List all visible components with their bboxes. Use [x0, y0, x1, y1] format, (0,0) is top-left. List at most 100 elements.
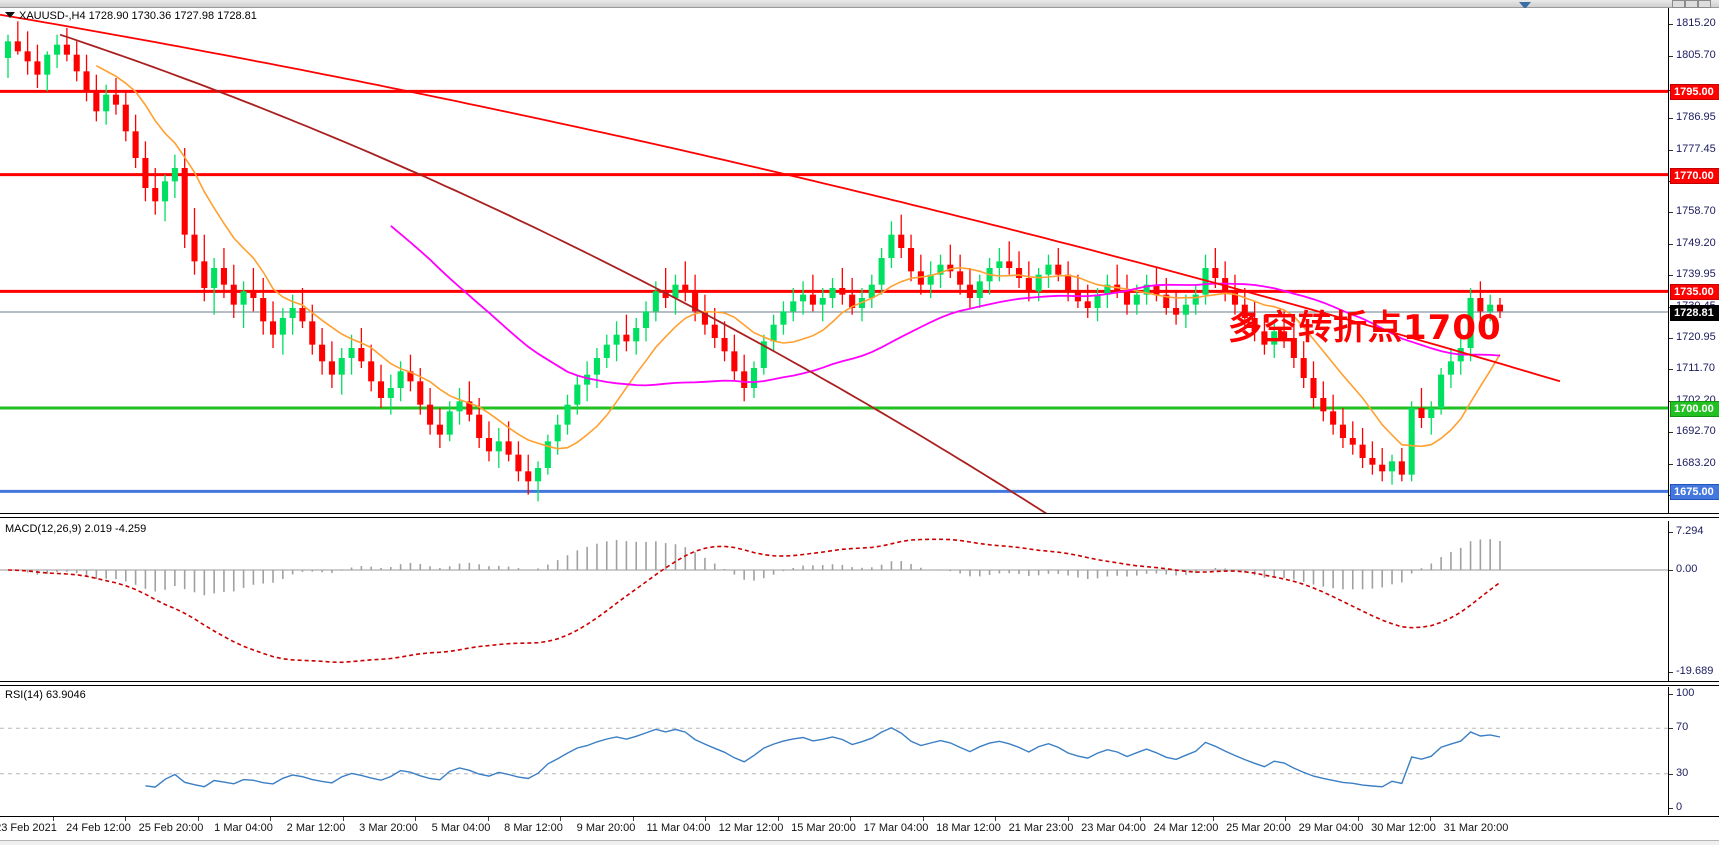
price-axis-label: 1683.20 [1676, 457, 1716, 469]
time-axis-label: 25 Feb 20:00 [138, 822, 204, 834]
bottom-scroll-strip[interactable] [0, 840, 1719, 845]
collapse-triangle-icon[interactable] [5, 12, 15, 18]
price-axis-label: 1749.20 [1676, 237, 1716, 249]
price-axis-tick [1669, 55, 1673, 57]
time-axis-tick [1285, 817, 1286, 821]
time-axis-label: 24 Mar 12:00 [1153, 822, 1219, 834]
time-axis-label: 21 Mar 23:00 [1008, 822, 1074, 834]
time-axis-tick [777, 817, 779, 821]
chevron-down-icon[interactable] [1519, 2, 1531, 9]
time-axis-tick [125, 817, 126, 821]
time-axis-label: 24 Feb 12:00 [66, 822, 131, 834]
rsi-axis-tick [1669, 773, 1673, 775]
macd-axis[interactable]: 7.294 0.00 -19.689 [1668, 521, 1719, 681]
time-axis-label: 23 Feb 2021 [0, 822, 57, 834]
time-axis-tick [270, 817, 271, 821]
time-axis-label: 18 Mar 12:00 [936, 822, 1001, 834]
price-axis-label: 1702.20 [1676, 393, 1716, 406]
time-axis-tick [52, 817, 54, 821]
macd-label: MACD(12,26,9) 2.019 -4.259 [5, 523, 147, 535]
price-axis-label: 1758.70 [1676, 205, 1716, 218]
pane-separator-2[interactable] [0, 681, 1719, 682]
price-axis-label: 1786.95 [1676, 111, 1716, 124]
time-axis-label: 2 Mar 12:00 [286, 822, 346, 834]
maximize-button[interactable] [1685, 0, 1698, 8]
time-axis-tick [922, 817, 924, 821]
time-axis-label: 25 Mar 20:00 [1226, 822, 1291, 834]
time-axis-tick [1140, 817, 1141, 821]
time-axis-tick [850, 817, 851, 821]
price-axis-label: 1711.70 [1676, 362, 1715, 374]
time-axis-label: 31 Mar 20:00 [1443, 822, 1509, 834]
price-axis-tick [1669, 118, 1673, 120]
price-axis[interactable]: 1815.201805.701795.451786.951777.451768.… [1668, 8, 1719, 513]
rsi-canvas [0, 687, 1668, 815]
rsi-axis-label: 100 [1676, 687, 1695, 699]
price-axis-label: 1739.95 [1676, 267, 1716, 280]
time-axis-tick [342, 817, 344, 821]
time-axis-label: 1 Mar 04:00 [214, 822, 273, 834]
time-axis-tick [1067, 817, 1069, 821]
time-axis-label: 12 Mar 12:00 [718, 822, 784, 834]
price-axis-label: 1692.70 [1676, 425, 1716, 438]
time-axis-label: 3 Mar 20:00 [359, 822, 418, 834]
time-axis-tick [197, 817, 199, 821]
window-titlebar [0, 0, 1719, 8]
rsi-axis-tick [1669, 728, 1673, 730]
time-axis-label: 8 Mar 12:00 [504, 822, 563, 834]
price-level-tag[interactable]: 1728.81 [1670, 304, 1719, 321]
time-axis-tick [560, 817, 561, 821]
price-axis-tick [1669, 338, 1673, 340]
price-level-tag[interactable]: 1735.00 [1670, 284, 1719, 301]
macd-axis-label: -19.689 [1676, 664, 1714, 677]
price-axis-label: 1720.95 [1676, 331, 1716, 344]
macd-canvas [0, 521, 1668, 681]
time-axis-label: 23 Mar 04:00 [1081, 822, 1146, 834]
price-chart-pane[interactable] [0, 8, 1668, 513]
price-axis-label: 1777.45 [1676, 142, 1716, 155]
minimize-button[interactable] [1672, 0, 1685, 8]
rsi-label: RSI(14) 63.9046 [5, 689, 86, 701]
time-axis-label: 30 Mar 12:00 [1371, 822, 1436, 834]
rsi-axis-label: 0 [1676, 801, 1683, 813]
rsi-pane[interactable] [0, 687, 1668, 815]
rsi-axis-tick [1669, 808, 1673, 809]
rsi-axis[interactable]: 100 70 30 0 [1668, 687, 1719, 815]
pane-separator-1[interactable] [0, 513, 1719, 514]
symbol-ohlc-text: XAUUSD-,H4 1728.90 1730.36 1727.98 1728.… [19, 10, 257, 22]
price-level-tag[interactable]: 1675.00 [1670, 484, 1719, 501]
time-axis-tick [995, 817, 996, 821]
price-axis-tick [1669, 212, 1673, 214]
close-button[interactable] [1698, 0, 1711, 8]
time-axis-tick [632, 817, 634, 821]
price-axis-tick [1669, 464, 1673, 465]
macd-axis-tick [1669, 671, 1673, 673]
price-annotation: 多空转折点1700 [1228, 308, 1502, 348]
macd-axis-tick [1669, 570, 1673, 572]
price-level-tag[interactable]: 1795.00 [1670, 84, 1719, 101]
time-axis-tick [1430, 817, 1431, 821]
price-level-tag[interactable]: 1770.00 [1670, 167, 1719, 184]
symbol-ohlc-label: XAUUSD-,H4 1728.90 1730.36 1727.98 1728.… [5, 10, 257, 22]
rsi-axis-label: 70 [1676, 721, 1689, 734]
price-axis-tick [1669, 24, 1673, 25]
time-axis-label: 17 Mar 04:00 [863, 822, 929, 834]
time-axis-label: 5 Mar 04:00 [431, 822, 491, 834]
time-axis-tick [1357, 817, 1359, 821]
rsi-axis-tick [1669, 694, 1673, 695]
pane-separator-2b [0, 685, 1719, 686]
macd-axis-label: 0.00 [1676, 563, 1698, 576]
time-axis-tick [1212, 817, 1214, 821]
price-level-tag[interactable]: 1700.00 [1670, 401, 1719, 417]
rsi-axis-label: 30 [1676, 766, 1689, 779]
time-axis-label: 15 Mar 20:00 [791, 822, 856, 834]
time-axis-tick [415, 817, 416, 821]
time-axis-tick [487, 817, 489, 821]
price-chart-canvas [0, 8, 1668, 513]
price-axis-tick [1669, 432, 1673, 434]
time-axis-tick [705, 817, 706, 821]
time-axis-label: 11 Mar 04:00 [646, 822, 711, 834]
macd-pane[interactable] [0, 521, 1668, 681]
price-axis-tick [1669, 274, 1673, 276]
